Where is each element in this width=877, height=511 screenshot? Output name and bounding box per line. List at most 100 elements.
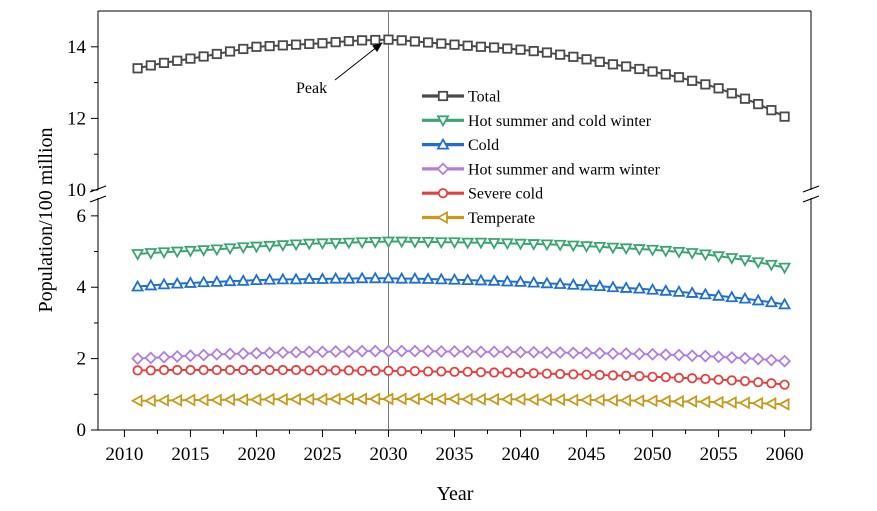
data-point: [370, 34, 381, 46]
data-point: [289, 345, 303, 359]
data-point: [183, 245, 197, 258]
data-point: [342, 271, 356, 284]
data-point: [513, 238, 528, 251]
y-tick-label: 10: [67, 180, 86, 201]
x-tick-label: 2010: [105, 444, 143, 465]
data-point: [474, 273, 488, 286]
data-point: [581, 369, 592, 380]
data-point: [408, 392, 420, 406]
data-point: [276, 272, 290, 285]
data-point: [368, 237, 382, 249]
data-point: [383, 34, 394, 45]
data-point: [223, 393, 235, 407]
series-layer: [130, 34, 792, 411]
data-point: [276, 240, 290, 252]
data-point: [724, 395, 737, 410]
y-tick-label: 2: [77, 349, 87, 370]
x-tick-label: 2015: [171, 444, 209, 465]
data-point: [342, 392, 354, 406]
data-point: [343, 35, 354, 47]
data-point: [751, 396, 764, 410]
data-point: [198, 364, 209, 376]
legend-swatch-marker: [436, 137, 450, 150]
data-point: [673, 372, 685, 383]
data-point: [527, 239, 541, 251]
data-point: [395, 344, 409, 358]
data-point: [461, 345, 475, 358]
data-point: [461, 273, 475, 285]
data-point: [185, 53, 196, 64]
data-point: [210, 244, 224, 257]
data-point: [302, 345, 316, 359]
data-point: [646, 347, 660, 361]
data-point: [368, 392, 381, 406]
data-point: [579, 393, 592, 407]
legend-swatch-marker: [437, 188, 449, 199]
data-point: [381, 392, 394, 406]
data-point: [738, 396, 750, 410]
data-point: [158, 364, 170, 376]
data-point: [619, 281, 633, 293]
data-point: [489, 367, 500, 378]
data-point: [355, 392, 367, 406]
data-point: [436, 38, 447, 49]
data-point: [145, 60, 156, 71]
data-point: [263, 272, 277, 285]
data-point: [540, 393, 552, 407]
data-point: [698, 287, 712, 300]
data-point: [449, 366, 460, 377]
data-point: [581, 54, 592, 65]
data-point: [236, 242, 250, 255]
data-point: [764, 295, 778, 308]
data-point: [553, 346, 567, 360]
data-point: [329, 345, 343, 358]
data-point: [422, 37, 434, 48]
data-point: [236, 273, 250, 286]
legend-item: Severe cold: [422, 186, 543, 203]
y-tick-label: 6: [77, 206, 87, 227]
data-point: [383, 365, 394, 376]
data-point: [764, 259, 778, 272]
data-point: [197, 348, 211, 362]
data-point: [553, 393, 566, 407]
data-point: [355, 237, 369, 250]
annotation: Peak: [296, 42, 383, 97]
data-point: [515, 367, 526, 378]
y-tick-label: 12: [67, 108, 86, 129]
data-point: [264, 364, 275, 376]
peak-arrow-head: [372, 42, 383, 52]
data-point: [738, 351, 752, 365]
data-point: [315, 272, 329, 284]
data-point: [487, 273, 501, 286]
data-point: [541, 368, 553, 379]
peak-arrow-line: [334, 42, 383, 81]
series-cold: [131, 271, 792, 310]
legend-swatch-marker: [436, 210, 448, 225]
data-point: [698, 349, 712, 363]
data-point: [249, 346, 263, 360]
data-point: [302, 272, 316, 284]
data-point: [394, 392, 407, 406]
data-point: [606, 280, 620, 293]
y-axis-title: Population/100 million: [35, 127, 57, 312]
legend-item: Cold: [422, 137, 499, 154]
data-point: [329, 271, 343, 284]
data-point: [290, 364, 302, 376]
data-point: [395, 236, 409, 249]
data-point: [421, 344, 435, 358]
data-point: [646, 282, 660, 295]
data-point: [607, 59, 619, 70]
data-point: [223, 243, 237, 256]
data-point: [289, 239, 303, 252]
data-point: [725, 290, 739, 303]
data-point: [726, 88, 737, 99]
data-point: [209, 393, 222, 407]
data-point: [632, 281, 646, 294]
data-point: [594, 56, 605, 67]
data-point: [687, 75, 698, 86]
data-point: [462, 366, 473, 377]
data-point: [447, 392, 460, 406]
data-point: [302, 392, 315, 406]
data-point: [251, 364, 262, 376]
axis-break-mark-right-lower: [802, 195, 820, 203]
